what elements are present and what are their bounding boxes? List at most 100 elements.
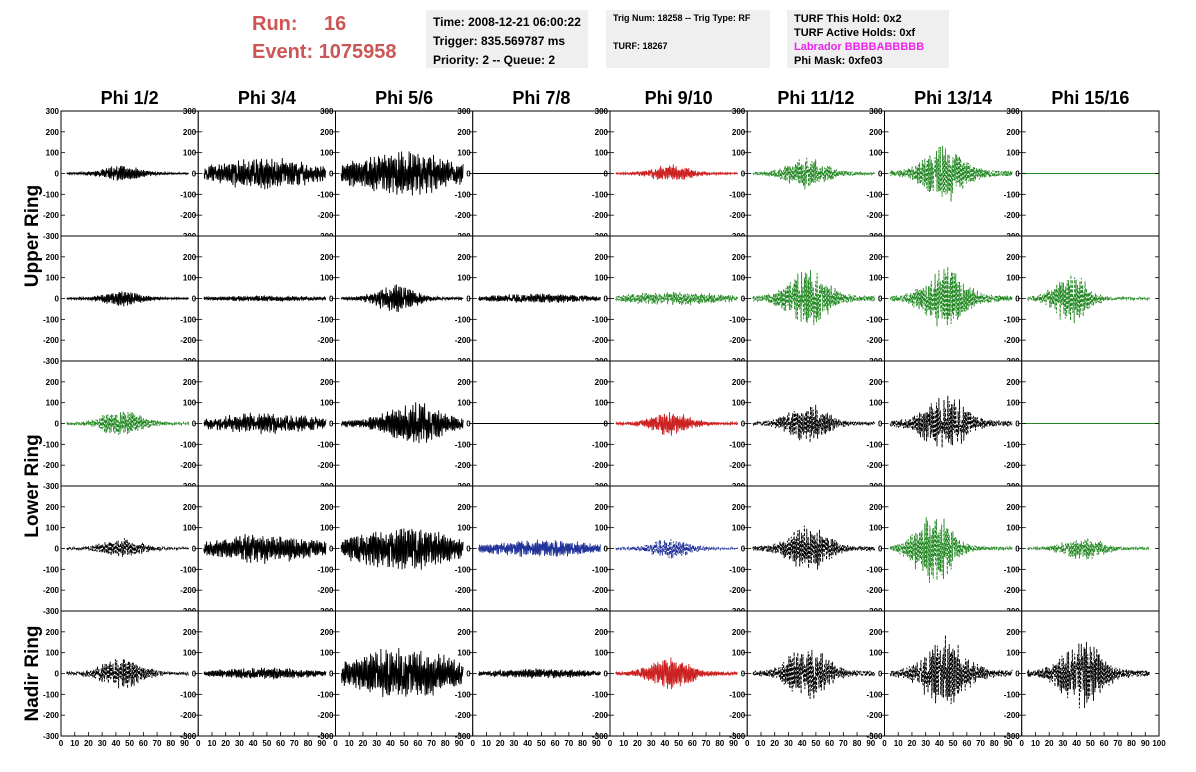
x-tick-label: 40 [935,739,944,748]
x-tick-label: 0 [59,739,64,748]
x-tick-label: 10 [482,739,491,748]
x-tick-label: 80 [853,739,862,748]
x-tick-label: 10 [208,739,217,748]
y-tick-label: 100 [320,524,334,533]
y-tick-label: 100 [1006,149,1020,158]
x-tick-label: 20 [1045,739,1054,748]
y-tick-label: 100 [732,649,746,658]
x-tick-label: 60 [825,739,834,748]
y-tick-label: 100 [457,399,471,408]
x-tick-label: 20 [358,739,367,748]
y-tick-label: -200 [729,211,746,220]
y-tick-label: -300 [43,482,60,491]
x-tick-label: 20 [221,739,230,748]
y-tick-label: 0 [55,295,60,304]
column-header: Phi 9/10 [645,88,713,108]
y-tick-label: -200 [729,711,746,720]
y-tick-label: 100 [869,149,883,158]
y-tick-label: -200 [43,211,60,220]
column-header: Phi 13/14 [914,88,992,108]
y-tick-label: -200 [1004,336,1021,345]
x-tick-label: 40 [1072,739,1081,748]
y-tick-label: -100 [592,315,609,324]
waveform-trace [66,165,190,181]
y-tick-label: 200 [732,128,746,137]
y-tick-label: -100 [866,565,883,574]
x-tick-label: 80 [441,739,450,748]
x-tick-label: 50 [811,739,820,748]
y-tick-label: 300 [595,107,609,116]
phi-mask-text: Phi Mask: 0xfe03 [794,55,883,67]
timing-info-panel: Time: 2008-12-21 06:00:22 Trigger: 835.5… [426,10,588,68]
y-tick-label: -300 [180,732,197,741]
y-tick-label: 0 [192,545,197,554]
x-tick-label: 50 [949,739,958,748]
waveform-trace [203,533,327,565]
y-tick-label: -200 [866,211,883,220]
y-tick-label: -100 [180,190,197,199]
y-tick-label: 300 [46,107,60,116]
x-tick-label: 70 [839,739,848,748]
x-tick-label: 0 [333,739,338,748]
y-tick-label: 0 [192,420,197,429]
waveform-trace [615,539,739,559]
y-tick-label: -100 [592,565,609,574]
x-tick-label: 30 [235,739,244,748]
y-tick-label: 100 [595,274,609,283]
y-tick-label: 200 [732,503,746,512]
y-tick-label: -100 [180,315,197,324]
y-tick-label: 0 [466,545,471,554]
x-tick-label: 70 [702,739,711,748]
ring-label: Lower Ring [22,434,43,537]
x-tick-label: 90 [180,739,189,748]
y-tick-label: -200 [455,586,472,595]
y-tick-label: 200 [732,378,746,387]
y-tick-label: 0 [55,170,60,179]
y-tick-label: -100 [43,190,60,199]
y-tick-label: -100 [866,315,883,324]
waveform-trace [203,295,327,303]
y-tick-label: -300 [729,732,746,741]
y-tick-label: 200 [869,503,883,512]
trigger-info-panel: Trig Num: 18258 -- Trig Type: RF TURF: 1… [606,10,770,68]
x-tick-label: 20 [633,739,642,748]
y-tick-label: -100 [180,565,197,574]
x-tick-label: 30 [1058,739,1067,748]
x-tick-label: 10 [894,739,903,748]
y-tick-label: -200 [317,461,334,470]
y-tick-label: -100 [43,565,60,574]
y-tick-label: -200 [455,336,472,345]
x-tick-label: 70 [290,739,299,748]
y-tick-label: 0 [55,420,60,429]
y-tick-label: 200 [1006,378,1020,387]
y-tick-label: -100 [180,690,197,699]
waveform-trace [752,157,876,190]
y-tick-label: -100 [866,190,883,199]
x-tick-label: 70 [976,739,985,748]
y-tick-label: 100 [595,149,609,158]
waveform-trace [340,151,464,196]
y-tick-label: -200 [455,461,472,470]
y-tick-label: 200 [183,128,197,137]
y-tick-label: -300 [43,232,60,241]
y-tick-label: -100 [455,440,472,449]
y-tick-label: -200 [592,461,609,470]
x-tick-label: 0 [745,739,750,748]
y-tick-label: 100 [869,524,883,533]
y-tick-label: -200 [180,586,197,595]
y-tick-label: 0 [878,170,883,179]
y-tick-label: -100 [1004,190,1021,199]
waveform-trace [203,412,327,435]
x-tick-label: 20 [84,739,93,748]
y-tick-label: 200 [595,378,609,387]
y-tick-label: -100 [1004,690,1021,699]
x-tick-label: 40 [523,739,532,748]
x-tick-label: 80 [990,739,999,748]
y-tick-label: 0 [604,170,609,179]
y-tick-label: 0 [878,670,883,679]
waveform-trace [752,269,876,326]
y-tick-label: -200 [317,711,334,720]
x-tick-label: 20 [770,739,779,748]
y-tick-label: -200 [43,586,60,595]
y-tick-label: -100 [729,440,746,449]
